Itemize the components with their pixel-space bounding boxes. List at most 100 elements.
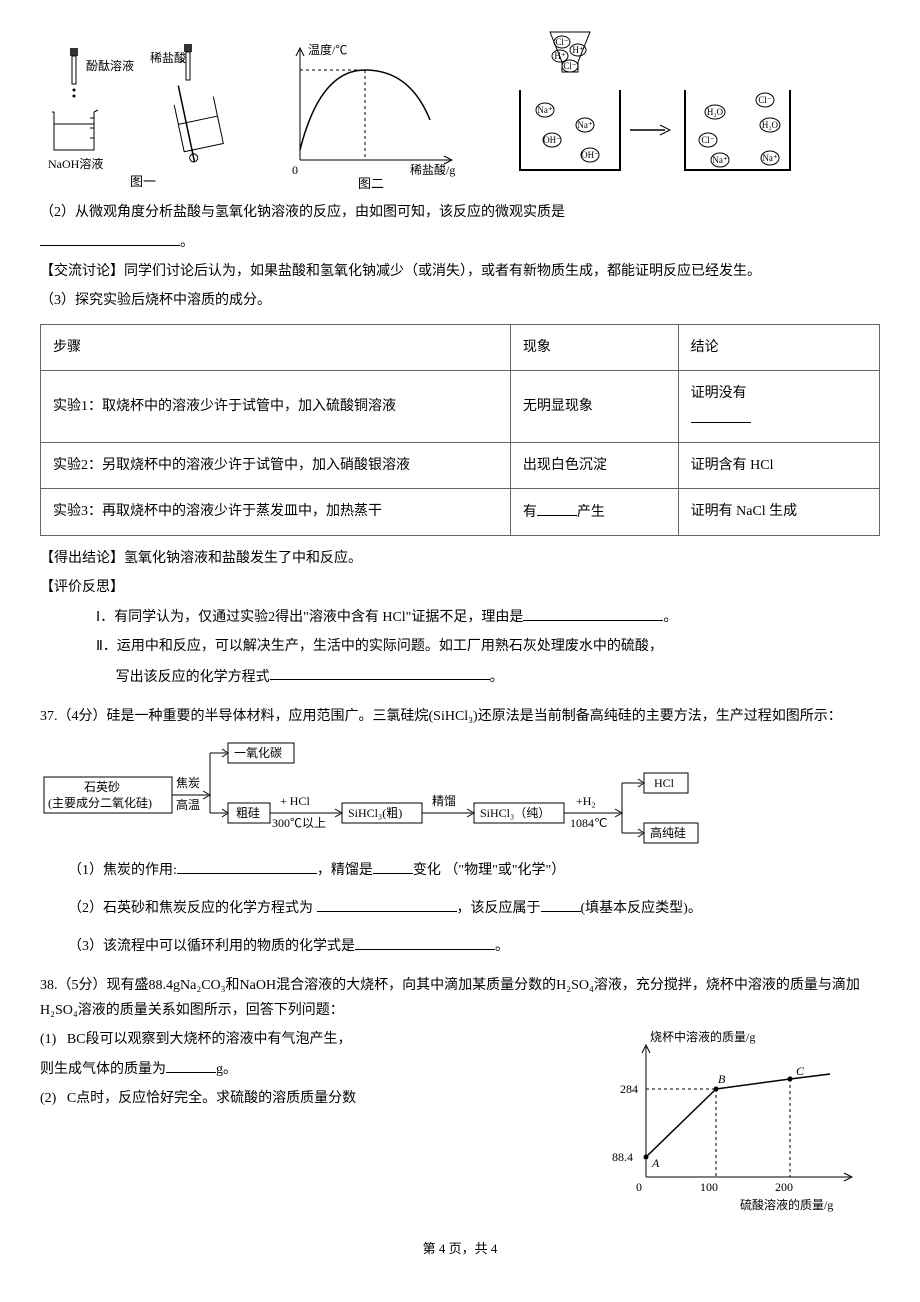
q37-1-blank1 bbox=[177, 857, 317, 874]
svg-text:Cl⁻: Cl⁻ bbox=[758, 95, 772, 105]
svg-text:图二: 图二 bbox=[358, 176, 384, 190]
svg-text:高温: 高温 bbox=[176, 797, 200, 812]
th-phenomenon: 现象 bbox=[510, 324, 678, 370]
reflect-ii-tail: 。 bbox=[490, 669, 504, 684]
th-steps: 步骤 bbox=[41, 324, 511, 370]
r1c2: 无明显现象 bbox=[510, 370, 678, 442]
svg-text:Cl⁻: Cl⁻ bbox=[563, 61, 577, 71]
table-row: 步骤 现象 结论 bbox=[41, 324, 880, 370]
svg-text:+H₂: +H₂ bbox=[576, 794, 596, 808]
q37-3-text: （3）该流程中可以循环利用的物质的化学式是 bbox=[68, 939, 355, 954]
reflect-i-text: Ⅰ．有同学认为，仅通过实验2得出"溶液中含有 HCl"证据不足，理由是 bbox=[96, 610, 523, 625]
q37-2c: (填基本反应类型)。 bbox=[581, 901, 702, 916]
reflect-ii-a: Ⅱ．运用中和反应，可以解决生产，生活中的实际问题。如工厂用熟石灰处理废水中的硫酸… bbox=[40, 634, 880, 659]
q37-1c: 变化 （"物理"或"化学"） bbox=[413, 863, 565, 878]
r1c3-blank bbox=[691, 406, 751, 423]
svg-text:0: 0 bbox=[636, 1180, 642, 1194]
conclude-text: 氢氧化钠溶液和盐酸发生了中和反应。 bbox=[124, 551, 362, 566]
conclude-para: 【得出结论】氢氧化钠溶液和盐酸发生了中和反应。 bbox=[40, 546, 880, 571]
table-row: 实验2：另取烧杯中的溶液少许于试管中，加入硝酸银溶液 出现白色沉淀 证明含有 H… bbox=[41, 442, 880, 488]
q37-1: （1）焦炭的作用: ，精馏是 变化 （"物理"或"化学"） bbox=[40, 857, 880, 883]
ion-diagram: Cl⁻ H⁺ H⁺ Cl⁻ Na⁺ Na⁺ OH⁻ OH⁻ Cl⁻ H₂O H₂… bbox=[490, 30, 810, 190]
svg-text:284: 284 bbox=[620, 1082, 638, 1096]
q38-1a: BC段可以观察到大烧杯的溶液中有气泡产生， bbox=[67, 1032, 352, 1047]
svg-text:300℃以上: 300℃以上 bbox=[272, 816, 326, 830]
svg-text:A: A bbox=[651, 1156, 660, 1170]
svg-text:稀盐酸/g: 稀盐酸/g bbox=[410, 162, 455, 177]
svg-text:H⁺: H⁺ bbox=[572, 45, 583, 55]
svg-text:Na⁺: Na⁺ bbox=[762, 153, 777, 163]
svg-text:HCl: HCl bbox=[654, 776, 675, 790]
reflect-i: Ⅰ．有同学认为，仅通过实验2得出"溶液中含有 HCl"证据不足，理由是 。 bbox=[40, 604, 880, 630]
q38-chart-svg: 烧杯中溶液的质量/g 284 88.4 0 100 200 硫酸溶液的质量/g bbox=[590, 1027, 880, 1217]
r3c2b: 产生 bbox=[577, 505, 605, 520]
svg-text:0: 0 bbox=[292, 163, 298, 177]
svg-text:H⁺: H⁺ bbox=[554, 51, 565, 61]
svg-text:石英砂: 石英砂 bbox=[84, 780, 120, 794]
page-footer: 第 4 页，共 4 bbox=[40, 1237, 880, 1260]
svg-text:+ HCl: + HCl bbox=[280, 794, 310, 808]
svg-text:OH⁻: OH⁻ bbox=[543, 135, 561, 145]
svg-text:SiHCl₃（纯）: SiHCl₃（纯） bbox=[480, 806, 550, 820]
q37-2-blank2 bbox=[541, 895, 581, 912]
q37-2: （2）石英砂和焦炭反应的化学方程式为 ，该反应属于(填基本反应类型)。 bbox=[40, 895, 880, 921]
figure-one-svg: 酚酞溶液 NaOH溶液 稀盐酸 bbox=[40, 40, 250, 190]
figure-one: 酚酞溶液 NaOH溶液 稀盐酸 bbox=[40, 40, 250, 190]
q38-1c: g。 bbox=[216, 1062, 237, 1077]
r2c1: 实验2：另取烧杯中的溶液少许于试管中，加入硝酸银溶液 bbox=[41, 442, 511, 488]
svg-text:Cl⁻: Cl⁻ bbox=[701, 135, 715, 145]
q37-1b: ，精馏是 bbox=[317, 863, 373, 878]
svg-text:H₂O: H₂O bbox=[707, 107, 724, 117]
q2-tail: 。 bbox=[180, 235, 194, 250]
r3c3: 证明有 NaCl 生成 bbox=[678, 489, 879, 536]
reflect-ii-b-line: 写出该反应的化学方程式。 bbox=[40, 664, 880, 690]
figure-two-svg: 温度/℃ 稀盐酸/g 0 图二 bbox=[270, 40, 470, 190]
q37-3-blank bbox=[355, 933, 495, 950]
svg-text:粗硅: 粗硅 bbox=[236, 806, 260, 820]
q37-1a: （1）焦炭的作用: bbox=[68, 863, 177, 878]
svg-text:Na⁺: Na⁺ bbox=[712, 155, 727, 165]
svg-text:200: 200 bbox=[775, 1180, 793, 1194]
q2-blank-line: 。 bbox=[40, 229, 880, 255]
reflect-ii-blank bbox=[270, 664, 490, 681]
svg-text:SiHCl₃(粗): SiHCl₃(粗) bbox=[348, 806, 402, 820]
svg-text:稀盐酸: 稀盐酸 bbox=[150, 50, 186, 65]
r1c1: 实验1：取烧杯中的溶液少许于试管中，加入硫酸铜溶液 bbox=[41, 370, 511, 442]
table-row: 实验3：再取烧杯中的溶液少许于蒸发皿中，加热蒸干 有产生 证明有 NaCl 生成 bbox=[41, 489, 880, 536]
svg-text:精馏: 精馏 bbox=[432, 794, 456, 808]
reflect-i-tail: 。 bbox=[663, 610, 677, 625]
svg-text:Na⁺: Na⁺ bbox=[577, 120, 592, 130]
flow-diagram: 石英砂 (主要成分二氧化硅) 焦炭 高温 一氧化碳 粗硅 + HCl 300℃以… bbox=[40, 733, 800, 853]
svg-text:Cl⁻: Cl⁻ bbox=[555, 37, 569, 47]
q2-text: （2）从微观角度分析盐酸与氢氧化钠溶液的反应，由如图可知，该反应的微观实质是 bbox=[40, 200, 880, 225]
q38-chart: 烧杯中溶液的质量/g 284 88.4 0 100 200 硫酸溶液的质量/g bbox=[590, 1027, 880, 1217]
svg-text:100: 100 bbox=[700, 1180, 718, 1194]
discuss-label: 【交流讨论】 bbox=[40, 264, 124, 279]
ion-svg: Cl⁻ H⁺ H⁺ Cl⁻ Na⁺ Na⁺ OH⁻ OH⁻ Cl⁻ H₂O H₂… bbox=[490, 30, 810, 190]
svg-text:B: B bbox=[718, 1072, 726, 1086]
q37-2-blank1 bbox=[317, 895, 457, 912]
r3c1: 实验3：再取烧杯中的溶液少许于蒸发皿中，加热蒸干 bbox=[41, 489, 511, 536]
q37-1-blank2 bbox=[373, 857, 413, 874]
svg-text:烧杯中溶液的质量/g: 烧杯中溶液的质量/g bbox=[650, 1029, 755, 1044]
svg-text:一氧化碳: 一氧化碳 bbox=[234, 746, 282, 760]
q37-3: （3）该流程中可以循环利用的物质的化学式是。 bbox=[40, 933, 880, 959]
r1c3-text: 证明没有 bbox=[691, 386, 747, 401]
q37-head: 37.（4分）硅是一种重要的半导体材料，应用范围广。三氯硅烷(SiHCl₃)还原… bbox=[40, 704, 880, 729]
svg-text:酚酞溶液: 酚酞溶液 bbox=[86, 58, 134, 73]
svg-text:焦炭: 焦炭 bbox=[176, 776, 200, 790]
q37-block: 37.（4分）硅是一种重要的半导体材料，应用范围广。三氯硅烷(SiHCl₃)还原… bbox=[40, 704, 880, 959]
figure-row: 酚酞溶液 NaOH溶液 稀盐酸 bbox=[40, 30, 880, 190]
r2c3: 证明含有 HCl bbox=[678, 442, 879, 488]
svg-text:H₂O: H₂O bbox=[762, 120, 779, 130]
table-row: 实验1：取烧杯中的溶液少许于试管中，加入硫酸铜溶液 无明显现象 证明没有 bbox=[41, 370, 880, 442]
reflect-label: 【评价反思】 bbox=[40, 575, 880, 600]
discuss-para: 【交流讨论】同学们讨论后认为，如果盐酸和氢氧化钠减少（或消失），或者有新物质生成… bbox=[40, 259, 880, 284]
svg-text:(主要成分二氧化硅): (主要成分二氧化硅) bbox=[48, 796, 152, 810]
r3c2-blank bbox=[537, 499, 577, 516]
q38-1b: 则生成气体的质量为 bbox=[40, 1062, 166, 1077]
svg-text:高纯硅: 高纯硅 bbox=[650, 825, 686, 840]
svg-text:88.4: 88.4 bbox=[612, 1150, 633, 1164]
svg-text:1084℃: 1084℃ bbox=[570, 816, 607, 830]
svg-text:Na⁺: Na⁺ bbox=[537, 105, 552, 115]
